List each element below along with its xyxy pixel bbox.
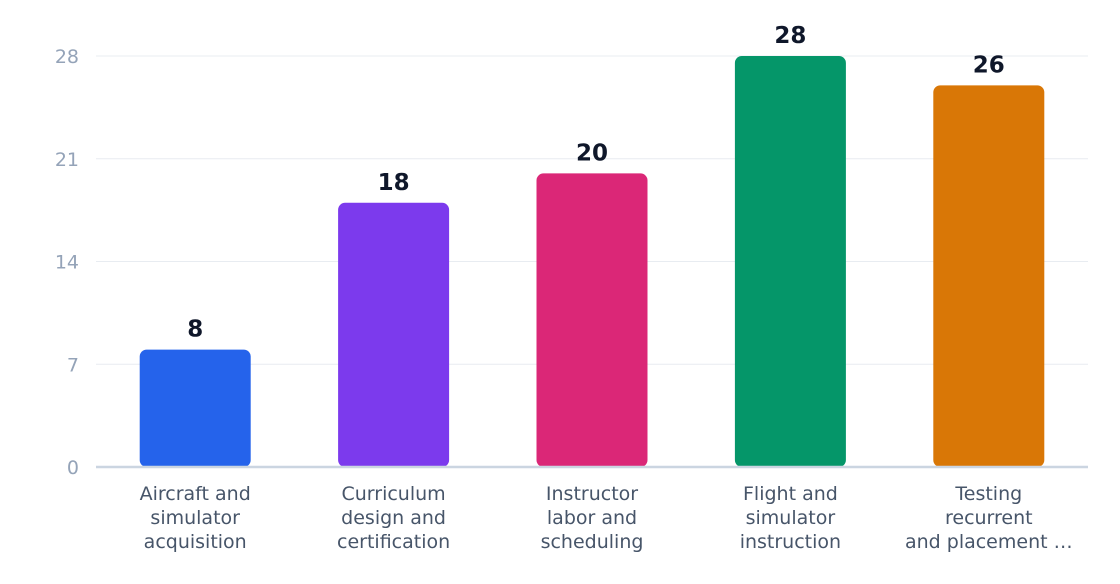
y-axis-ticks: 0 7 14 21 28	[55, 46, 79, 479]
x-category-label: Testing	[954, 483, 1022, 505]
x-category-label: design and	[341, 507, 446, 529]
bar	[536, 173, 648, 467]
y-tick-label: 14	[55, 252, 79, 274]
x-category-label: simulator	[746, 507, 836, 529]
x-category-label: recurrent	[945, 507, 1033, 529]
value-labels: 8 18 20 28 26	[187, 23, 1005, 343]
bars	[139, 56, 1045, 468]
y-tick-label: 0	[67, 457, 79, 479]
bar	[139, 349, 251, 467]
x-category-label: Instructor	[546, 483, 638, 505]
y-tick-label: 21	[55, 149, 79, 171]
bar-value-label: 28	[774, 23, 806, 49]
bar-value-label: 8	[187, 317, 203, 343]
x-category-label: simulator	[150, 507, 240, 529]
x-category-label: and placement …	[905, 531, 1073, 553]
bar-value-label: 18	[378, 170, 410, 196]
x-category-label: labor and	[547, 507, 637, 529]
y-tick-label: 7	[67, 354, 79, 376]
x-category-label: Curriculum	[341, 483, 445, 505]
x-category-label: scheduling	[541, 531, 644, 553]
x-category-label: acquisition	[144, 531, 247, 553]
x-category-label: instruction	[740, 531, 841, 553]
bar-value-label: 20	[576, 140, 608, 166]
x-category-label: Aircraft and	[140, 483, 251, 505]
bar	[734, 56, 846, 467]
x-axis-categories: Aircraft andsimulatoracquisitionCurricul…	[140, 483, 1073, 553]
y-tick-label: 28	[55, 46, 79, 68]
bar	[933, 85, 1045, 467]
x-category-label: Flight and	[743, 483, 838, 505]
bar-value-label: 26	[973, 52, 1005, 78]
bar	[338, 202, 450, 468]
x-category-label: certification	[337, 531, 450, 553]
